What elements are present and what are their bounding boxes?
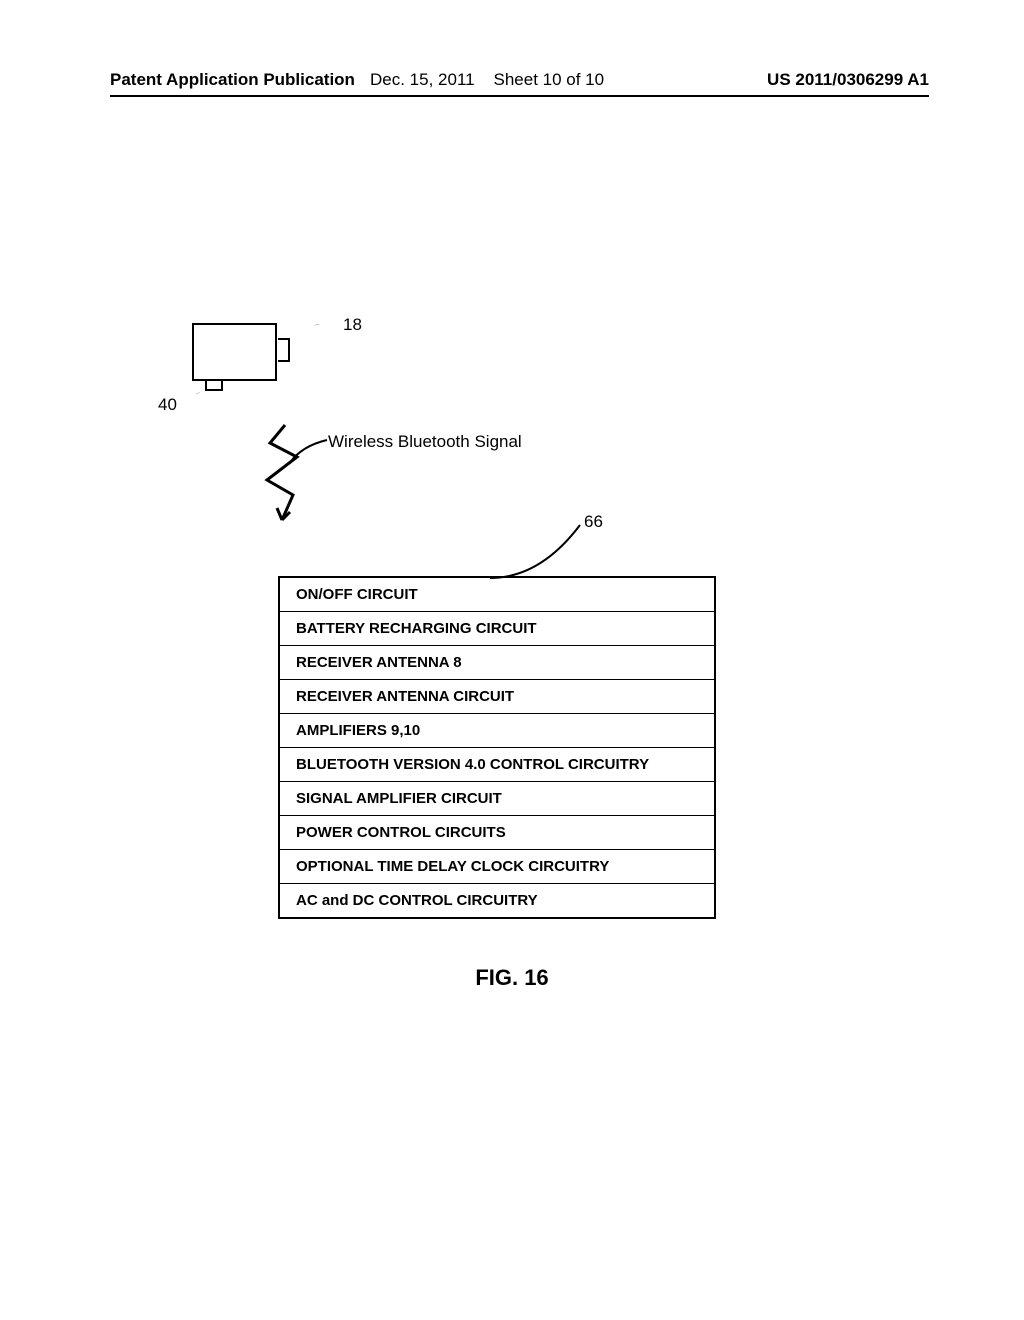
device-notch [278,338,290,362]
circuit-row: BLUETOOTH VERSION 4.0 CONTROL CIRCUITRY [280,748,714,782]
device-box [192,323,277,381]
signal-label: Wireless Bluetooth Signal [328,432,522,452]
circuit-row: OPTIONAL TIME DELAY CLOCK CIRCUITRY [280,850,714,884]
header-date: Dec. 15, 2011 [370,70,475,89]
leader-line-signal [289,438,329,466]
header-divider-line [110,95,929,97]
header-date-sheet: Dec. 15, 2011 Sheet 10 of 10 [370,70,604,90]
ref-label-40: 40 [158,395,177,415]
header-sheet: Sheet 10 of 10 [494,70,605,89]
leader-line-40 [178,392,218,394]
device-bottom-tab [205,381,223,391]
leader-line-66 [490,520,590,580]
figure-caption: FIG. 16 [0,965,1024,991]
ref-label-66: 66 [584,512,603,532]
ref-label-18: 18 [343,315,362,335]
wireless-signal-arrow [255,415,315,535]
leader-line-18 [290,324,345,326]
header-publication-number: US 2011/0306299 A1 [767,70,929,90]
circuit-table: ON/OFF CIRCUIT BATTERY RECHARGING CIRCUI… [278,576,716,919]
circuit-row: RECEIVER ANTENNA 8 [280,646,714,680]
circuit-row: BATTERY RECHARGING CIRCUIT [280,612,714,646]
header-publication-type: Patent Application Publication [110,70,355,90]
circuit-row: AMPLIFIERS 9,10 [280,714,714,748]
circuit-row: POWER CONTROL CIRCUITS [280,816,714,850]
circuit-row: ON/OFF CIRCUIT [280,578,714,612]
circuit-row: AC and DC CONTROL CIRCUITRY [280,884,714,917]
circuit-row: SIGNAL AMPLIFIER CIRCUIT [280,782,714,816]
circuit-row: RECEIVER ANTENNA CIRCUIT [280,680,714,714]
